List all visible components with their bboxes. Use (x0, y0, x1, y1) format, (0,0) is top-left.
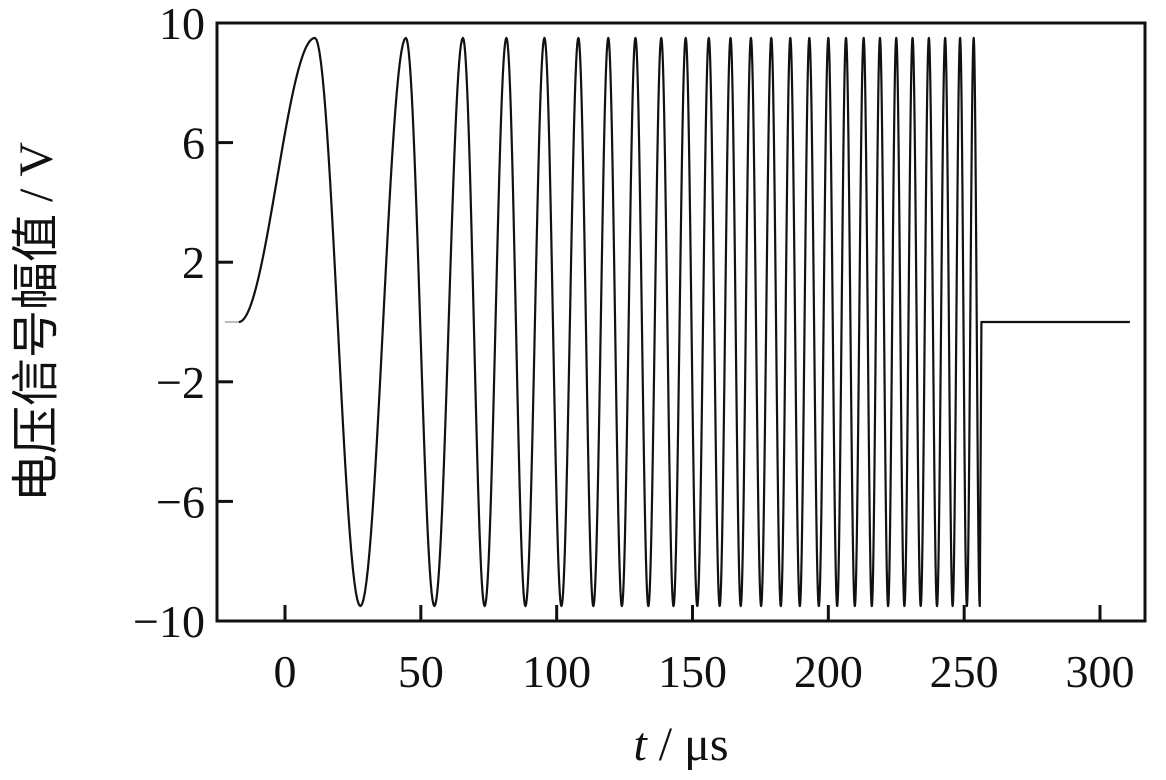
x-tick-label: 100 (522, 646, 591, 697)
x-axis-title-unit: / μs (647, 718, 729, 771)
tick-marks (217, 21, 1102, 623)
x-tick-label: 300 (1066, 646, 1135, 697)
y-tick-label: −10 (133, 596, 205, 647)
y-tick-labels: −10 −6 −2 2 6 10 (133, 0, 205, 647)
x-tick-label: 150 (658, 646, 727, 697)
x-axis-title-symbol: t (633, 718, 648, 771)
x-tick-label: 0 (274, 646, 297, 697)
y-tick-label: 6 (182, 118, 205, 169)
y-axis-title: 电压信号幅值 / V (10, 142, 63, 502)
y-tick-label: 2 (182, 237, 205, 288)
x-axis-title: t / μs (633, 718, 728, 771)
y-tick-label: 10 (159, 0, 205, 49)
series-line-voltage (238, 36, 1130, 608)
x-tick-labels: 0 50 100 150 200 250 300 (274, 646, 1135, 697)
y-tick-label: −2 (156, 357, 205, 408)
plot-frame (215, 21, 1147, 623)
x-tick-label: 250 (930, 646, 999, 697)
y-tick-label: −6 (156, 476, 205, 527)
x-tick-label: 200 (794, 646, 863, 697)
x-tick-label: 50 (398, 646, 444, 697)
